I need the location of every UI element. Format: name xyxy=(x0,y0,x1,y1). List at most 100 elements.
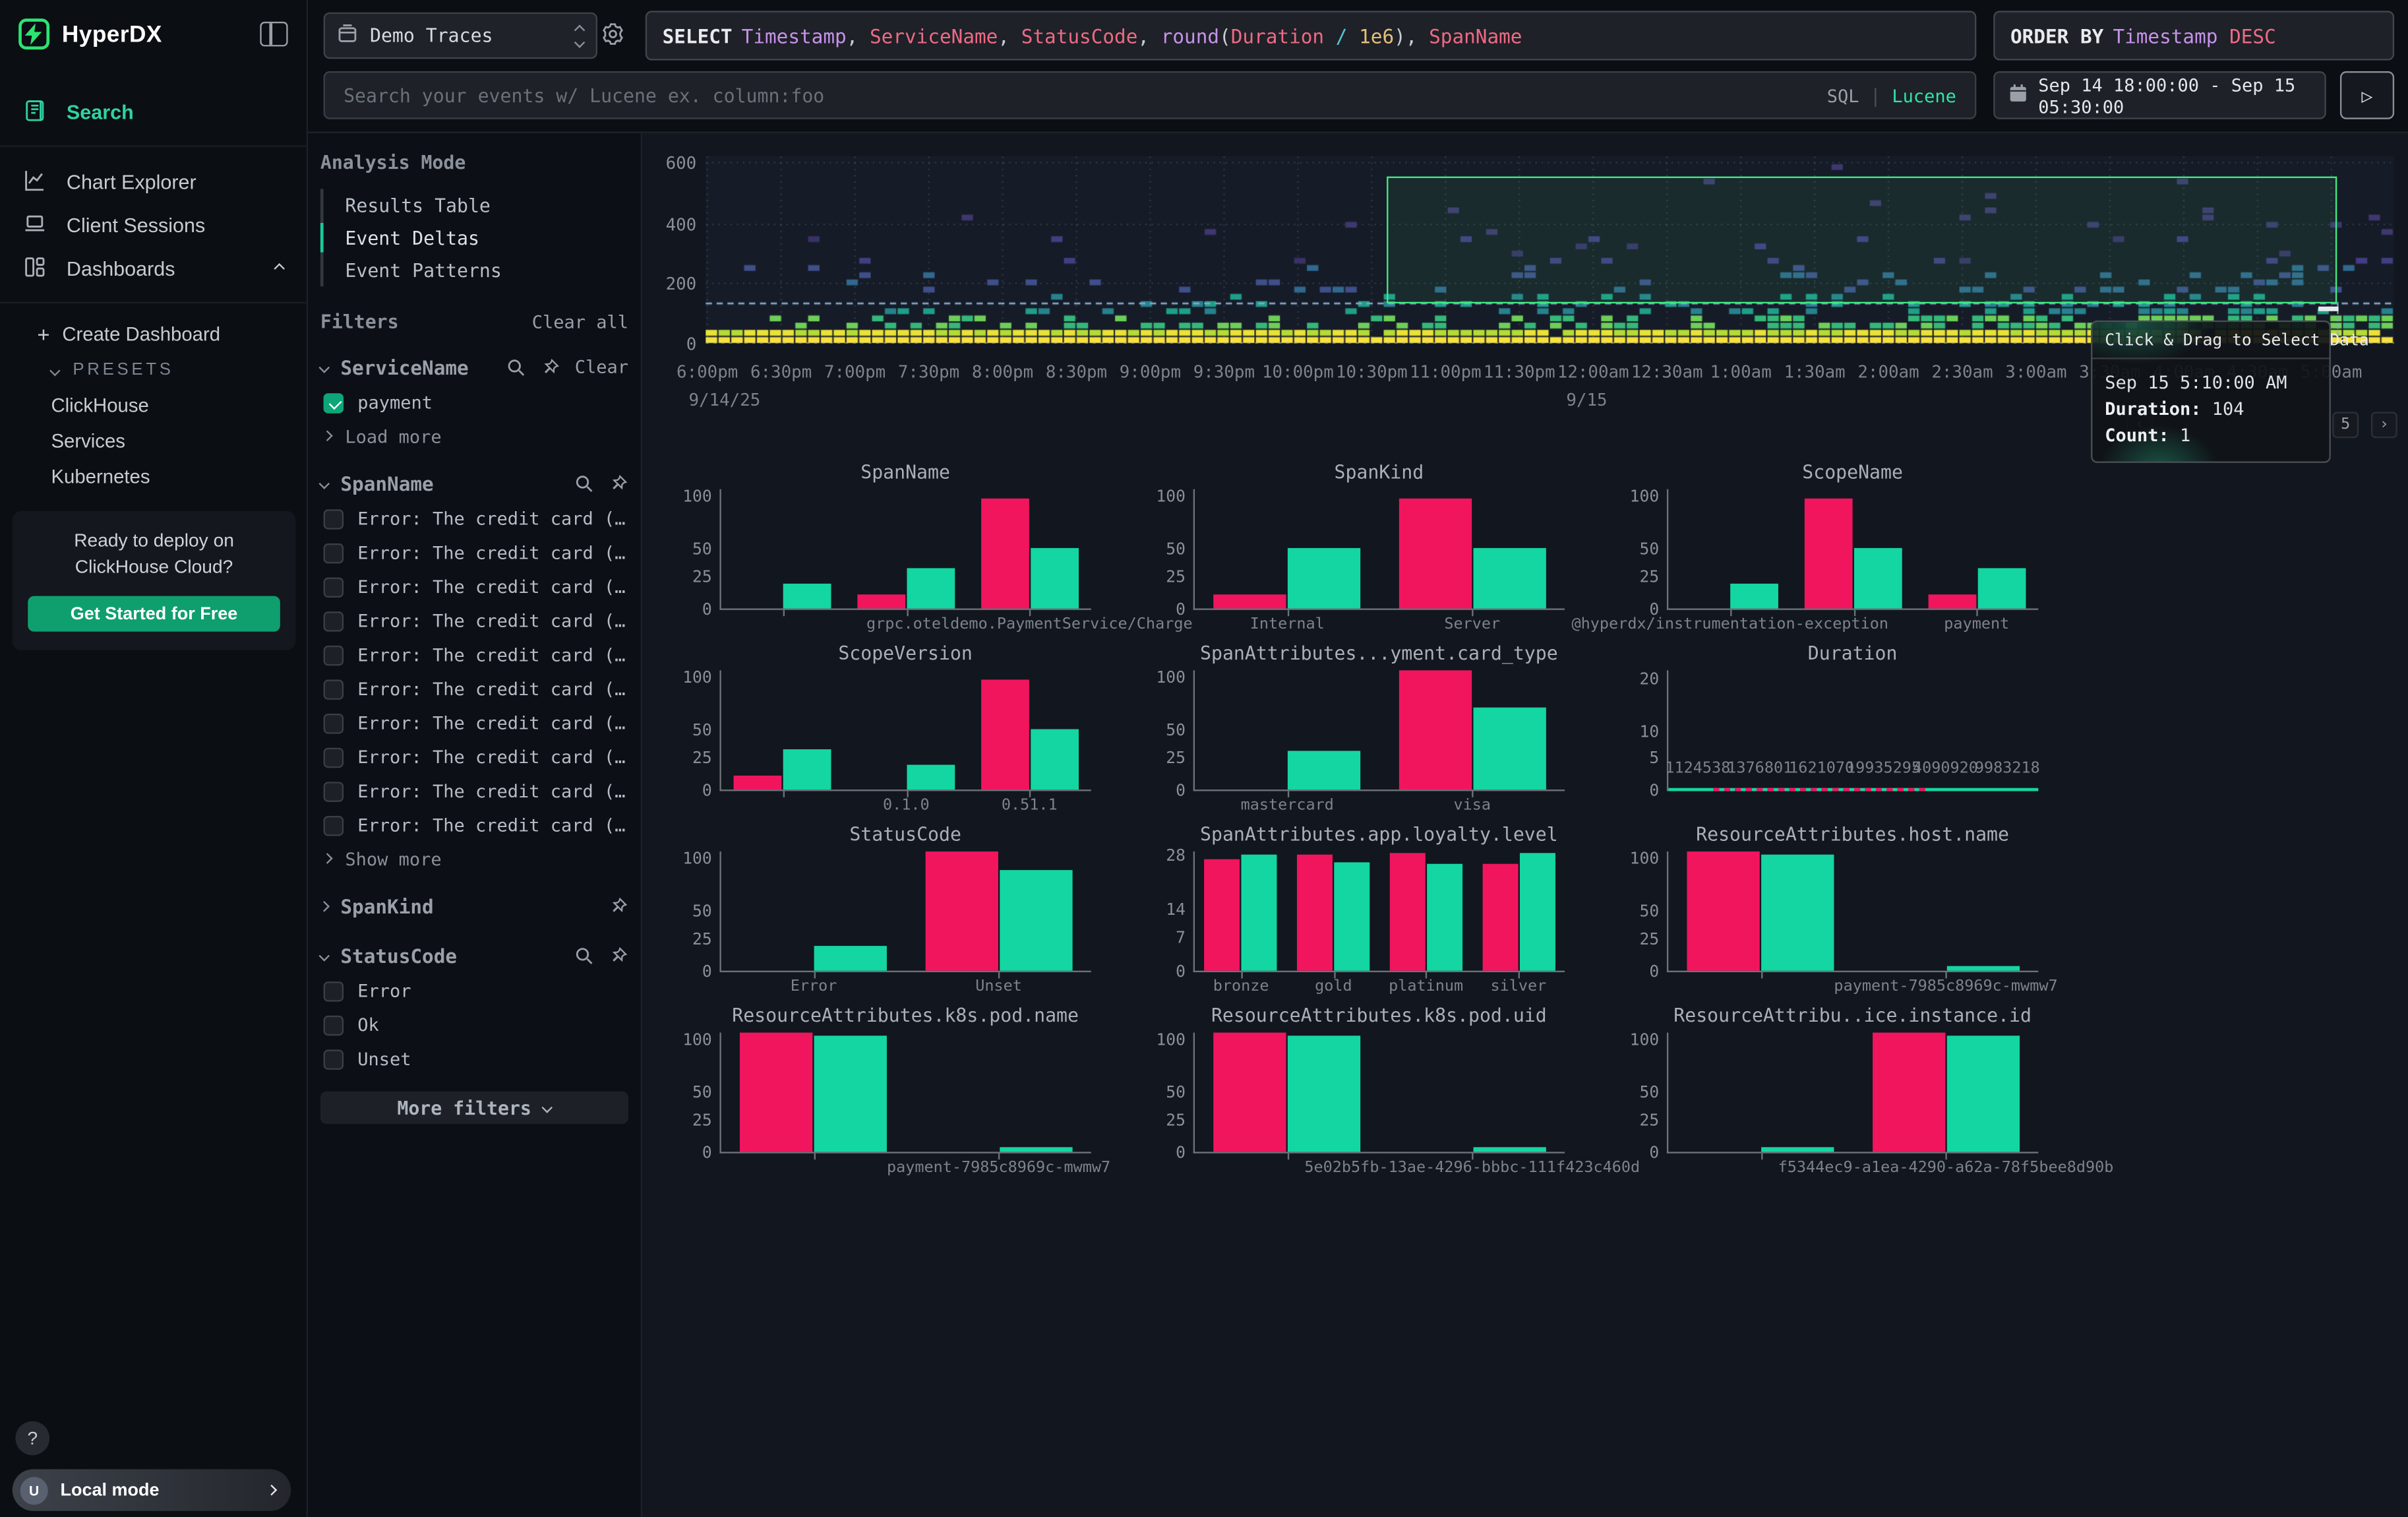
filter-option-row[interactable]: Error: The credit card (… xyxy=(320,607,628,635)
mode-sql-toggle[interactable]: SQL xyxy=(1827,84,1859,106)
axis-tick xyxy=(1029,791,1031,797)
filter-option-row[interactable]: Error: The credit card (… xyxy=(320,675,628,702)
chart-title: SpanKind xyxy=(1193,461,1565,483)
filter-option-row[interactable]: Error: The credit card (… xyxy=(320,505,628,532)
filter-option-row[interactable]: Error: The credit card (… xyxy=(320,539,628,567)
checkbox[interactable] xyxy=(324,981,344,1001)
search-icon[interactable] xyxy=(574,473,595,493)
search-input[interactable] xyxy=(344,84,1827,106)
source-select[interactable]: Demo Traces xyxy=(324,13,597,59)
get-started-button[interactable]: Get Started for Free xyxy=(28,596,280,632)
clear-filter-link[interactable]: Clear xyxy=(575,356,628,378)
page-next-button[interactable]: › xyxy=(2371,412,2397,438)
sql-select-editor[interactable]: SELECTTimestamp, ServiceName, StatusCode… xyxy=(646,11,1977,60)
filter-option-row[interactable]: payment xyxy=(320,388,628,416)
filter-option-label: Ok xyxy=(357,1014,379,1036)
analysis-mode-event-deltas[interactable]: Event Deltas xyxy=(324,222,628,254)
sidebar-item-search[interactable]: Search xyxy=(0,90,307,133)
page-5-button[interactable]: 5 xyxy=(2332,412,2359,438)
delta-chart-spanattributes-yment-card-type: SpanAttributes...yment.card_type10050250… xyxy=(1124,633,1597,815)
checkbox[interactable] xyxy=(324,1049,344,1069)
checkbox[interactable] xyxy=(324,713,344,733)
checkbox[interactable] xyxy=(324,392,344,413)
chevron-icon xyxy=(318,478,330,489)
order-by-editor[interactable]: ORDER BYTimestamp DESC xyxy=(1993,11,2394,60)
pin-icon[interactable] xyxy=(608,473,628,493)
chart-x-tick: 1621070 xyxy=(1789,760,1854,777)
create-dashboard-button[interactable]: +Create Dashboard xyxy=(0,316,307,353)
filter-option-row[interactable]: Error: The credit card (… xyxy=(320,743,628,771)
heatmap-selection-box[interactable] xyxy=(1387,177,2337,303)
filter-option-row[interactable]: Error: The credit card (… xyxy=(320,811,628,839)
chart-x-tick: 1376801 xyxy=(1727,760,1792,777)
chart-y-tick: 0 xyxy=(653,601,712,619)
chart-y-tick: 0 xyxy=(1127,601,1186,619)
pin-icon[interactable] xyxy=(608,945,628,966)
clear-all-link[interactable]: Clear all xyxy=(532,311,628,333)
axis-tick xyxy=(1287,1154,1288,1160)
bar-red xyxy=(1214,1032,1286,1152)
checkbox[interactable] xyxy=(324,645,344,666)
checkbox[interactable] xyxy=(324,781,344,801)
filter-section-header[interactable]: ServiceNameClear xyxy=(320,352,628,383)
mode-lucene-toggle[interactable]: Lucene xyxy=(1892,84,1956,106)
presets-toggle[interactable]: PRESETS xyxy=(0,353,307,387)
bar-green xyxy=(1473,708,1546,789)
axis-tick xyxy=(1761,972,1762,978)
search-icon[interactable] xyxy=(574,945,595,966)
checkbox[interactable] xyxy=(324,611,344,631)
checkbox[interactable] xyxy=(324,679,344,699)
checkbox[interactable] xyxy=(324,1015,344,1036)
bar-red xyxy=(1399,499,1471,608)
sidebar-item-client-sessions[interactable]: Client Sessions xyxy=(0,202,307,246)
bar-group xyxy=(1791,489,1915,609)
date-range-picker[interactable]: Sep 14 18:00:00 - Sep 15 05:30:00 xyxy=(1993,71,2326,119)
filter-section-header[interactable]: StatusCode xyxy=(320,940,628,971)
filter-option-row[interactable]: Unset xyxy=(320,1045,628,1072)
sidebar-item-label: Search xyxy=(67,100,134,123)
filter-option-label: Error: The credit card (… xyxy=(357,780,625,802)
filter-section-header[interactable]: SpanName xyxy=(320,468,628,499)
filter-option-row[interactable]: Error: The credit card (… xyxy=(320,709,628,737)
filter-option-row[interactable]: Error xyxy=(320,977,628,1005)
load-more-link[interactable]: Load more xyxy=(320,423,628,449)
filter-option-label: Error: The credit card (… xyxy=(357,508,625,530)
filter-option-label: Error: The credit card (… xyxy=(357,678,625,700)
local-mode-menu[interactable]: U Local mode xyxy=(13,1469,291,1510)
bar-group: platinum xyxy=(1380,851,1472,971)
analysis-mode-event-patterns[interactable]: Event Patterns xyxy=(324,254,628,286)
help-button[interactable]: ? xyxy=(15,1421,49,1456)
pin-icon[interactable] xyxy=(541,357,561,377)
checkbox[interactable] xyxy=(324,747,344,768)
gear-icon[interactable] xyxy=(601,22,628,49)
sidebar-item-chart-explorer[interactable]: Chart Explorer xyxy=(0,160,307,203)
search-icon[interactable] xyxy=(506,357,527,377)
filter-option-row[interactable]: Error: The credit card (… xyxy=(320,573,628,600)
show-more-link[interactable]: Show more xyxy=(320,846,628,872)
chart-y-tick: 100 xyxy=(1600,1032,1659,1050)
filter-section-header[interactable]: SpanKind xyxy=(320,890,628,921)
delta-chart-resourceattributes-host-name: ResourceAttributes.host.name10050250paym… xyxy=(1597,815,2070,996)
collapse-sidebar-icon[interactable] xyxy=(260,22,287,47)
preset-kubernetes[interactable]: Kubernetes xyxy=(0,458,307,494)
heatmap-x-tick: 3:00am xyxy=(2005,362,2066,383)
heatmap-x-tick: 9:30pm xyxy=(1193,362,1255,383)
checkbox[interactable] xyxy=(324,576,344,597)
filter-option-row[interactable]: Error: The credit card (… xyxy=(320,777,628,805)
more-filters-button[interactable]: More filters xyxy=(320,1092,628,1124)
analysis-mode-results-table[interactable]: Results Table xyxy=(324,189,628,221)
preset-services[interactable]: Services xyxy=(0,423,307,458)
heatmap-y-tick: 600 xyxy=(646,153,696,173)
filter-option-row[interactable]: Error: The credit card (… xyxy=(320,641,628,669)
axis-tick xyxy=(1472,610,1474,616)
pin-icon[interactable] xyxy=(608,896,628,916)
checkbox[interactable] xyxy=(324,543,344,563)
sidebar-item-dashboards[interactable]: Dashboards xyxy=(0,246,307,290)
filter-option-row[interactable]: Ok xyxy=(320,1011,628,1039)
checkbox[interactable] xyxy=(324,509,344,529)
checkbox[interactable] xyxy=(324,815,344,836)
duration-heatmap[interactable] xyxy=(706,156,2394,344)
preset-clickhouse[interactable]: ClickHouse xyxy=(0,387,307,423)
chart-y-tick: 25 xyxy=(653,569,712,587)
run-query-button[interactable]: ▷ xyxy=(2340,71,2394,119)
